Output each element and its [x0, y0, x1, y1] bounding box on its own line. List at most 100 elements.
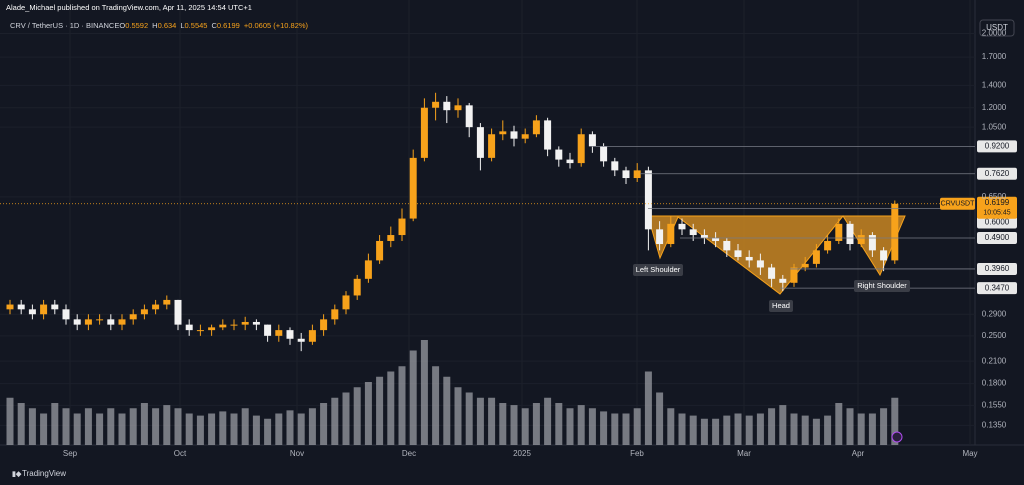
candle-body — [241, 321, 249, 325]
ohlc-value: 0.6199 — [217, 21, 240, 30]
candle-body — [230, 324, 238, 326]
candle-body — [118, 319, 126, 325]
y-tick-label: 0.2900 — [982, 309, 1007, 318]
volume-bar — [544, 397, 552, 445]
candle-body — [756, 260, 764, 268]
ohlc-label: C — [211, 21, 217, 30]
candle-body — [644, 170, 652, 230]
brand-logo: ▮◆ — [12, 471, 22, 478]
candle-body — [364, 260, 372, 279]
volume-bar — [420, 340, 428, 445]
volume-bar — [286, 410, 294, 445]
candle-body — [476, 127, 484, 158]
volume-bar — [622, 413, 630, 445]
volume-bar — [230, 413, 238, 445]
candle-body — [409, 157, 417, 219]
candle-body — [678, 223, 686, 230]
candle-body — [353, 278, 361, 296]
level-tag — [977, 282, 1017, 295]
volume-bar — [241, 408, 249, 445]
brand: TradingView — [22, 469, 66, 478]
annotation-box — [769, 300, 793, 312]
price-tag-countdown: 10:05:45 — [983, 210, 1010, 217]
candle-body — [398, 218, 406, 236]
ohlc-label: O — [119, 21, 125, 30]
level-tag — [977, 140, 1017, 153]
candle-body — [185, 324, 193, 331]
candle-body — [62, 309, 70, 320]
candles — [6, 92, 899, 352]
candle-body — [577, 134, 585, 164]
candle-body — [432, 101, 440, 108]
candle-body — [219, 324, 227, 328]
volume-bar — [409, 350, 417, 445]
candle-body — [6, 304, 14, 310]
volume-bar — [163, 405, 171, 445]
candle-body — [420, 107, 428, 158]
volume-bar — [745, 415, 753, 445]
event-icon[interactable] — [891, 431, 903, 443]
candle-body — [499, 131, 507, 135]
candle-body — [868, 235, 876, 251]
volume-bar — [252, 415, 260, 445]
annotation: Right Shoulder — [857, 281, 907, 290]
x-tick-label: Oct — [174, 449, 187, 458]
candle-body — [880, 250, 888, 261]
candle-body — [633, 170, 641, 179]
volume-bar — [600, 411, 608, 445]
candle-body — [342, 295, 350, 310]
volume-bar — [846, 408, 854, 445]
volume-bar — [297, 413, 305, 445]
level-label: 0.9200 — [985, 141, 1010, 150]
volume-bar — [790, 413, 798, 445]
volume-bar — [700, 418, 708, 445]
y-tick-label: 1.4000 — [982, 80, 1007, 89]
level-tag — [977, 231, 1017, 244]
symbol-tag — [940, 197, 975, 210]
candle-body — [331, 309, 339, 320]
volume-bar — [376, 376, 384, 445]
candle-body — [286, 330, 294, 339]
x-tick-label: Nov — [290, 449, 304, 458]
level-label: 0.4900 — [985, 233, 1010, 242]
volume-bar — [62, 408, 70, 445]
volume-bar — [835, 403, 843, 445]
volume-bar — [107, 408, 115, 445]
volume-bar — [275, 413, 283, 445]
volume-bar — [689, 415, 697, 445]
candle-body — [768, 267, 776, 279]
currency[interactable]: USDT — [986, 23, 1008, 32]
volume-bar — [208, 413, 216, 445]
volume-bar — [577, 405, 585, 445]
x-tick-label: 2025 — [513, 449, 531, 458]
volume-bar — [891, 397, 899, 445]
inverse-head-shoulders-pattern — [647, 215, 906, 295]
currency-button[interactable] — [979, 19, 1015, 37]
candle-body — [712, 237, 720, 241]
y-tick-label: 2.0000 — [982, 29, 1007, 38]
candle-body — [532, 120, 540, 135]
volume-bar — [174, 408, 182, 445]
candle-body — [600, 146, 608, 162]
volume-bar — [555, 403, 563, 445]
price-tag — [977, 196, 1017, 219]
ohlc-label: H — [152, 21, 157, 30]
volume-bar — [364, 382, 372, 445]
volume-bar — [588, 408, 596, 445]
symbol: CRV / TetherUS · 1D · BINANCEO0.5592 H0.6… — [10, 21, 309, 30]
level-label: 0.6000 — [985, 218, 1010, 227]
y-tick-label: 0.6500 — [982, 192, 1007, 201]
volume-bar — [196, 415, 204, 445]
candle-body — [308, 330, 316, 342]
volume-bar — [387, 371, 395, 445]
volume-bar — [129, 408, 137, 445]
volume-bar — [432, 366, 440, 445]
volume-bar — [185, 413, 193, 445]
candle-body — [857, 235, 865, 245]
annotation-box — [854, 280, 910, 292]
volume-bar — [476, 397, 484, 445]
volume-bar — [566, 408, 574, 445]
volume-bar — [611, 413, 619, 445]
candle-body — [107, 319, 115, 325]
volume-bar — [353, 387, 361, 445]
